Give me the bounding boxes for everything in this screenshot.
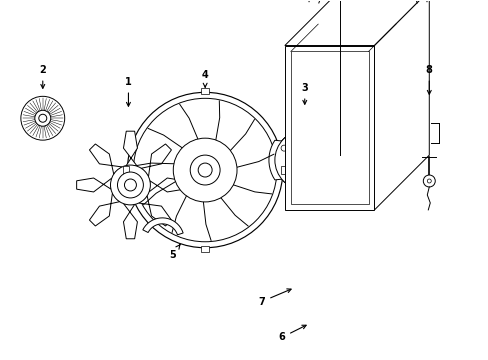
Circle shape	[427, 179, 430, 183]
Circle shape	[173, 138, 237, 202]
Circle shape	[289, 178, 295, 184]
Circle shape	[296, 152, 312, 168]
Circle shape	[127, 92, 282, 248]
Circle shape	[286, 142, 322, 178]
Circle shape	[322, 169, 328, 175]
Polygon shape	[374, 0, 428, 210]
Circle shape	[274, 130, 334, 190]
Circle shape	[313, 136, 319, 142]
Circle shape	[133, 98, 276, 242]
Text: 1: 1	[125, 77, 132, 106]
Polygon shape	[201, 246, 209, 252]
Polygon shape	[285, 45, 374, 210]
Polygon shape	[77, 178, 111, 192]
Circle shape	[274, 130, 334, 190]
Polygon shape	[141, 144, 171, 176]
Text: 5: 5	[168, 244, 180, 260]
Circle shape	[423, 175, 434, 187]
Text: 7: 7	[258, 289, 290, 306]
Polygon shape	[142, 218, 183, 235]
Polygon shape	[123, 204, 137, 239]
Circle shape	[190, 155, 220, 185]
Text: 2: 2	[40, 66, 46, 88]
Circle shape	[35, 110, 51, 126]
Polygon shape	[123, 166, 129, 174]
Circle shape	[286, 142, 322, 178]
Circle shape	[281, 145, 286, 151]
Polygon shape	[285, 0, 428, 45]
Circle shape	[198, 163, 212, 177]
Text: 8: 8	[425, 66, 432, 94]
Polygon shape	[149, 178, 184, 192]
Text: 3: 3	[301, 84, 307, 104]
Circle shape	[296, 152, 312, 168]
Polygon shape	[296, 190, 312, 202]
Polygon shape	[123, 131, 137, 166]
Polygon shape	[139, 196, 171, 226]
Circle shape	[124, 179, 136, 191]
Polygon shape	[280, 166, 286, 174]
Polygon shape	[89, 144, 122, 174]
Circle shape	[39, 114, 47, 122]
Circle shape	[110, 165, 150, 205]
Text: 4: 4	[202, 71, 208, 87]
Polygon shape	[89, 193, 120, 226]
Text: 6: 6	[278, 325, 305, 342]
Polygon shape	[201, 88, 209, 94]
Circle shape	[117, 172, 143, 198]
Polygon shape	[268, 126, 346, 190]
Circle shape	[21, 96, 64, 140]
